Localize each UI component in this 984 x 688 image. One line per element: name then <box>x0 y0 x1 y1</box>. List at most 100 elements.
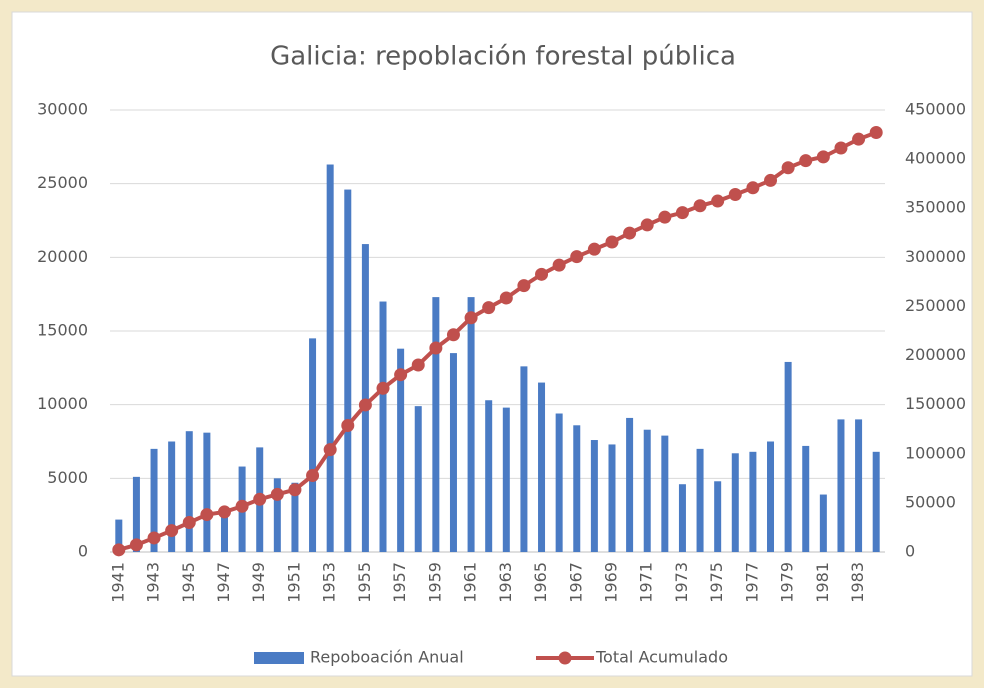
x-tick-label: 1971 <box>637 562 656 603</box>
marker <box>675 206 689 220</box>
x-tick-label: 1967 <box>566 562 585 603</box>
marker <box>799 154 813 168</box>
x-tick-label: 1947 <box>214 562 233 603</box>
x-tick-label: 1983 <box>848 562 867 603</box>
y2-tick-label: 400000 <box>905 149 966 168</box>
chart-title: Galicia: repoblación forestal pública <box>270 42 736 72</box>
bar <box>379 301 387 552</box>
marker <box>200 508 214 522</box>
marker <box>341 418 355 432</box>
marker <box>147 531 161 545</box>
legend-swatch <box>558 651 572 665</box>
legend-label: Total Acumulado <box>595 648 728 667</box>
bar <box>220 512 228 552</box>
marker <box>570 250 584 264</box>
bar <box>749 451 757 552</box>
marker <box>746 181 760 195</box>
marker <box>429 341 443 355</box>
y2-tick-label: 300000 <box>905 247 966 266</box>
x-tick-label: 1979 <box>778 562 797 603</box>
bar <box>115 519 123 552</box>
marker <box>552 258 566 272</box>
bar <box>661 435 669 552</box>
marker <box>535 267 549 281</box>
bar <box>802 445 810 552</box>
marker <box>764 173 778 187</box>
marker <box>165 524 179 538</box>
x-tick-label: 1951 <box>284 562 303 603</box>
marker <box>605 235 619 249</box>
bar <box>414 406 422 552</box>
marker <box>306 468 320 482</box>
bar <box>714 481 722 552</box>
bar <box>678 484 686 552</box>
marker <box>358 398 372 412</box>
x-tick-label: 1963 <box>496 562 515 603</box>
marker <box>464 311 478 325</box>
bar <box>837 419 845 552</box>
marker <box>376 381 390 395</box>
y-tick-label: 15000 <box>37 321 88 340</box>
y2-tick-label: 50000 <box>905 492 956 511</box>
bar <box>344 189 352 552</box>
y-tick-label: 30000 <box>37 100 88 119</box>
bar <box>520 366 528 552</box>
x-tick-label: 1943 <box>144 562 163 603</box>
bar <box>626 417 634 552</box>
x-tick-label: 1969 <box>601 562 620 603</box>
bar <box>538 382 546 552</box>
bar <box>767 441 775 552</box>
legend-label: Repoboación Anual <box>310 648 464 667</box>
bar <box>449 353 457 552</box>
bar <box>150 448 158 552</box>
marker <box>394 368 408 382</box>
marker <box>816 150 830 164</box>
marker <box>781 161 795 175</box>
x-tick-label: 1955 <box>355 562 374 603</box>
bar <box>731 453 739 552</box>
y2-tick-label: 250000 <box>905 296 966 315</box>
bar <box>185 431 193 552</box>
bar <box>608 444 616 552</box>
x-tick-label: 1973 <box>672 562 691 603</box>
x-tick-label: 1977 <box>742 562 761 603</box>
marker <box>517 279 531 293</box>
bar <box>291 482 299 552</box>
marker <box>482 301 496 315</box>
marker <box>852 132 866 146</box>
bar <box>855 419 863 552</box>
marker <box>411 358 425 372</box>
x-tick-label: 1941 <box>108 562 127 603</box>
bar <box>696 448 704 552</box>
marker <box>587 242 601 256</box>
x-tick-label: 1953 <box>320 562 339 603</box>
marker <box>693 199 707 213</box>
x-tick-label: 1981 <box>813 562 832 603</box>
marker <box>270 487 284 501</box>
x-tick-label: 1975 <box>707 562 726 603</box>
marker <box>288 483 302 497</box>
marker <box>217 505 231 519</box>
y-tick-label: 5000 <box>47 468 88 487</box>
marker <box>129 538 143 552</box>
bar <box>168 441 176 552</box>
marker <box>235 499 249 513</box>
marker <box>112 543 126 557</box>
bar <box>485 400 493 552</box>
bar <box>573 425 581 552</box>
bar <box>309 338 317 552</box>
x-tick-label: 1959 <box>425 562 444 603</box>
bar <box>784 361 792 552</box>
marker <box>623 226 637 240</box>
marker <box>323 443 337 457</box>
marker <box>658 210 672 224</box>
marker <box>728 187 742 201</box>
y-tick-label: 10000 <box>37 394 88 413</box>
y2-tick-label: 350000 <box>905 198 966 217</box>
marker <box>869 125 883 139</box>
bar <box>590 440 598 552</box>
bar <box>432 297 440 552</box>
y-tick-label: 20000 <box>37 247 88 266</box>
